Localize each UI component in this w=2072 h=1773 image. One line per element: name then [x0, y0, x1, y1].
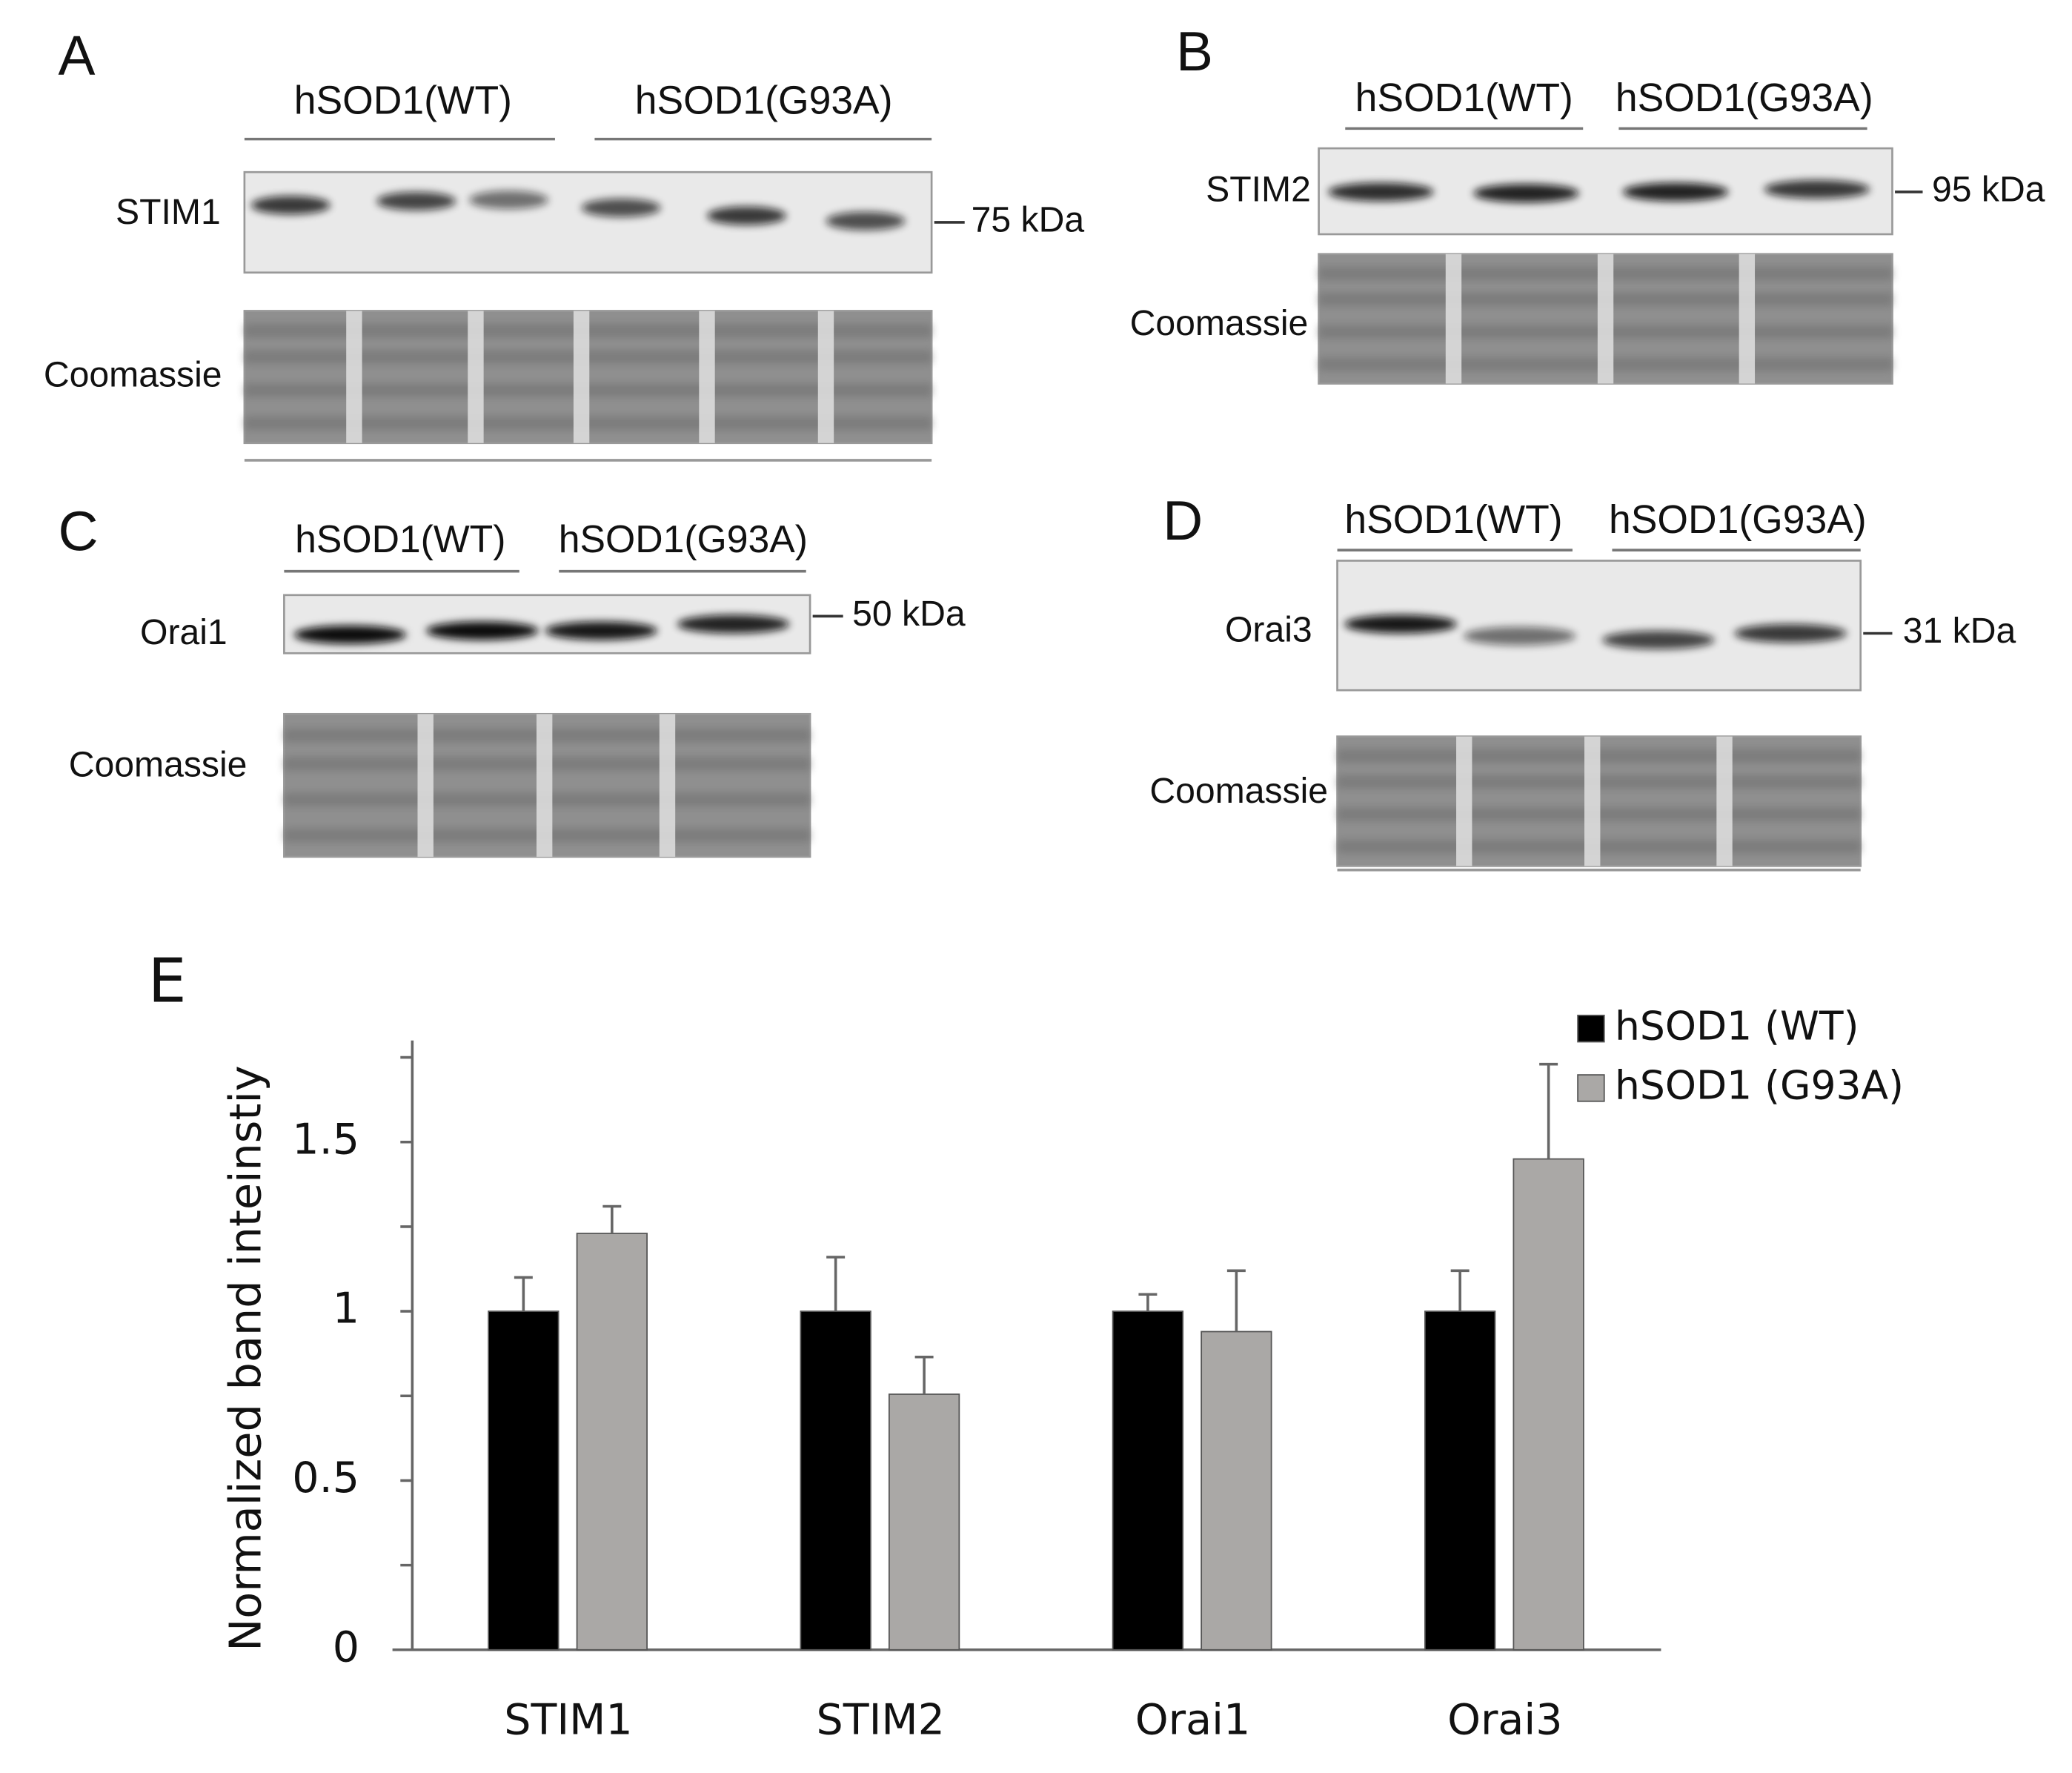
group-label: hSOD1(WT) — [1355, 76, 1573, 120]
row-label: Coomassie — [1130, 303, 1309, 343]
x-tick-label: Orai1 — [1135, 1695, 1250, 1744]
band — [250, 196, 331, 215]
band — [1473, 184, 1579, 203]
bar-chart: E 0 0.5 1 1.5 Normalized band inteinstiy STIM1… — [148, 946, 1904, 1744]
lane-gap — [659, 714, 676, 857]
bar — [1513, 1158, 1584, 1651]
lane-gap — [573, 311, 590, 443]
band — [426, 621, 539, 640]
band — [469, 190, 549, 210]
band — [1602, 630, 1715, 649]
y-tick-label: 1 — [333, 1285, 359, 1333]
group-label: hSOD1(G93A) — [559, 517, 808, 560]
band — [1734, 624, 1847, 643]
error-bar — [1539, 1062, 1558, 1159]
error-bar — [1226, 1269, 1246, 1332]
row-label: Orai3 — [1225, 609, 1312, 649]
x-tick-label: Orai3 — [1447, 1695, 1562, 1744]
error-bar — [1450, 1269, 1470, 1312]
legend-swatch — [1577, 1014, 1605, 1043]
x-tick-label: STIM2 — [817, 1695, 945, 1744]
bar — [888, 1393, 960, 1651]
legend-label: hSOD1 (G93A) — [1615, 1062, 1904, 1109]
error-bar — [914, 1355, 934, 1394]
panel-letter: D — [1163, 489, 1203, 551]
row-label: Coomassie — [69, 744, 248, 784]
group-label: hSOD1(WT) — [295, 517, 505, 560]
row-label: Orai1 — [140, 612, 228, 652]
lane-gap — [536, 714, 553, 857]
size-marker: 31 kDa — [1903, 611, 2016, 651]
row-label: STIM1 — [116, 192, 221, 232]
band — [376, 191, 456, 211]
panel-letter: C — [58, 500, 98, 562]
lane-gap — [1739, 253, 1756, 384]
bar — [800, 1310, 871, 1651]
y-tick-label: 0 — [333, 1623, 359, 1671]
band — [545, 621, 658, 640]
band — [1344, 614, 1457, 634]
bar — [1201, 1330, 1272, 1651]
band — [1764, 179, 1870, 199]
band — [706, 206, 786, 225]
band — [677, 614, 790, 634]
panel-letter: B — [1176, 20, 1213, 82]
error-bar — [514, 1276, 533, 1312]
lane-gap — [468, 311, 484, 443]
size-marker: 95 kDa — [1932, 170, 2045, 210]
row-label: Coomassie — [1149, 771, 1328, 811]
band — [1328, 182, 1434, 202]
lane-gap — [1584, 736, 1601, 866]
group-label: hSOD1(G93A) — [1616, 76, 1873, 120]
error-bar — [826, 1256, 846, 1312]
lane-gap — [346, 311, 362, 443]
legend-swatch — [1577, 1074, 1605, 1102]
panel-letter: E — [148, 946, 187, 1016]
error-bar — [1138, 1293, 1158, 1312]
band — [581, 198, 661, 217]
lane-gap — [1597, 253, 1614, 384]
bar — [488, 1310, 559, 1651]
size-marker: 75 kDa — [972, 200, 1085, 240]
y-axis-title: Normalized band inteinstiy — [219, 1065, 270, 1651]
band — [293, 625, 407, 644]
error-bar — [602, 1204, 622, 1234]
bar — [1424, 1310, 1496, 1651]
group-label: hSOD1(WT) — [294, 79, 512, 123]
row-label: STIM2 — [1206, 170, 1311, 210]
panel-letter: A — [58, 24, 95, 86]
lane-gap — [1445, 253, 1462, 384]
x-tick-label: STIM1 — [504, 1695, 632, 1744]
bar — [576, 1233, 648, 1651]
band — [826, 211, 906, 231]
legend-label: hSOD1 (WT) — [1615, 1002, 1859, 1049]
row-label: Coomassie — [44, 354, 222, 394]
y-tick-label: 0.5 — [292, 1454, 359, 1502]
y-tick-label: 1.5 — [292, 1115, 359, 1164]
group-label: hSOD1(G93A) — [635, 79, 893, 123]
lane-gap — [699, 311, 715, 443]
group-label: hSOD1(G93A) — [1609, 498, 1867, 542]
bar — [1112, 1310, 1184, 1651]
group-label: hSOD1(WT) — [1344, 498, 1562, 542]
lane-gap — [1716, 736, 1733, 866]
band — [1463, 626, 1576, 646]
lane-gap — [817, 311, 834, 443]
blot — [243, 170, 933, 274]
band — [1622, 182, 1729, 202]
lane-gap — [417, 714, 434, 857]
size-marker: 50 kDa — [852, 594, 966, 634]
lane-gap — [1456, 736, 1472, 866]
